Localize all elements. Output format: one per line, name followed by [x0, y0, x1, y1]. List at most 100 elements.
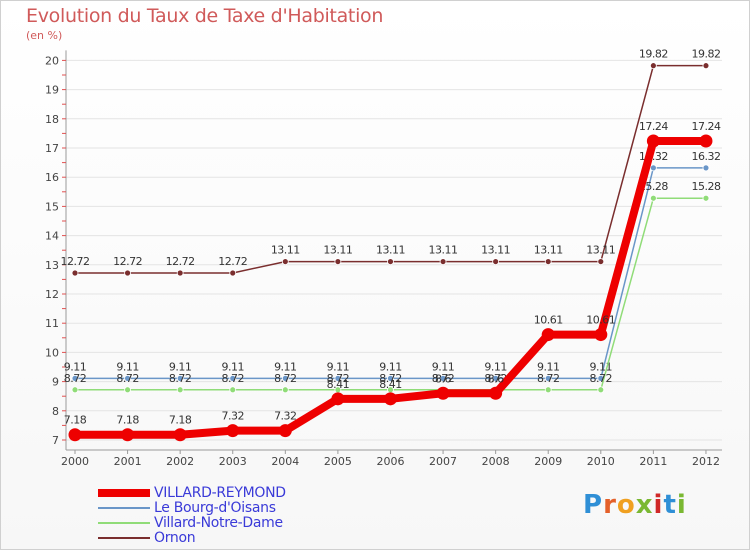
x-tick-label: 2001 [114, 455, 142, 468]
data-point-villard-reymond [541, 328, 555, 342]
data-label-le-bourg-d-oisans: 9.11 [379, 360, 402, 373]
data-label-villard-notre-dame: 8.72 [537, 372, 560, 385]
x-tick-label: 2010 [587, 455, 615, 468]
data-label-ornon: 13.11 [534, 244, 563, 257]
series-line-ornon [75, 64, 706, 274]
logo-letter: i [653, 490, 664, 520]
y-tick-label: 8 [52, 405, 59, 418]
legend-label: Villard-Notre-Dame [154, 515, 283, 531]
data-label-ornon: 12.72 [61, 255, 90, 268]
data-label-ornon: 12.72 [218, 255, 247, 268]
data-point-le-bourg-d-oisans [702, 164, 710, 172]
data-label-villard-reymond: 8.41 [327, 378, 350, 391]
data-label-villard-notre-dame: 8.72 [432, 372, 455, 385]
logo-letter: i [676, 490, 687, 520]
y-tick-label: 15 [45, 200, 59, 213]
y-tick-label: 10 [45, 346, 59, 359]
y-tick-label: 13 [45, 259, 59, 272]
data-label-le-bourg-d-oisans: 9.11 [274, 360, 297, 373]
legend-swatch [98, 507, 150, 509]
legend-swatch [98, 522, 150, 524]
legend-label: Le Bourg-d'Oisans [154, 500, 276, 516]
data-label-ornon: 19.82 [691, 48, 720, 61]
data-label-villard-reymond: 10.61 [534, 314, 563, 327]
data-label-le-bourg-d-oisans: 9.11 [432, 360, 455, 373]
x-tick-label: 2004 [271, 455, 299, 468]
data-label-villard-reymond: 8.41 [379, 378, 402, 391]
data-point-villard-reymond [331, 392, 345, 406]
data-point-villard-notre-dame [597, 386, 605, 394]
logo-letter: t [663, 490, 677, 520]
data-point-villard-reymond [173, 428, 187, 442]
data-point-ornon [544, 258, 552, 265]
data-label-villard-reymond: 10.61 [586, 314, 615, 327]
data-label-villard-notre-dame: 8.72 [169, 372, 192, 385]
data-point-ornon [387, 258, 394, 265]
logo-letter: o [616, 490, 636, 520]
data-label-villard-notre-dame: 8.72 [590, 372, 613, 385]
x-tick-label: 2007 [429, 455, 457, 468]
data-label-villard-reymond: 8.6 [435, 372, 451, 385]
chart-unit-label: (en %) [26, 29, 63, 42]
data-label-le-bourg-d-oisans: 9.11 [484, 360, 507, 373]
data-point-le-bourg-d-oisans [71, 374, 79, 382]
data-point-villard-notre-dame [281, 386, 289, 394]
data-point-villard-notre-dame [649, 194, 657, 202]
data-point-villard-reymond [226, 424, 240, 438]
data-label-villard-reymond: 7.32 [221, 410, 244, 423]
data-label-ornon: 19.82 [639, 48, 668, 61]
y-tick-label: 16 [45, 171, 59, 184]
data-label-villard-reymond: 7.32 [274, 410, 297, 423]
data-point-villard-notre-dame [71, 386, 79, 394]
data-label-le-bourg-d-oisans: 16.32 [691, 150, 720, 163]
data-point-villard-notre-dame [544, 386, 552, 394]
data-label-ornon: 13.11 [586, 244, 615, 257]
data-point-villard-reymond [646, 134, 660, 148]
data-point-ornon [649, 62, 657, 70]
data-point-villard-reymond [121, 428, 135, 442]
logo-letter: P [583, 490, 604, 520]
data-point-villard-reymond [489, 386, 503, 400]
data-label-villard-reymond: 7.18 [64, 414, 87, 427]
data-label-villard-notre-dame: 8.72 [379, 372, 402, 385]
data-label-villard-notre-dame: 15.28 [691, 180, 720, 193]
y-tick-label: 12 [45, 288, 59, 301]
data-point-ornon [71, 269, 79, 277]
data-point-villard-reymond [278, 424, 292, 438]
x-tick-label: 2008 [482, 455, 510, 468]
x-tick-label: 2002 [166, 455, 194, 468]
data-point-le-bourg-d-oisans [334, 374, 342, 382]
data-point-ornon [124, 269, 131, 277]
data-point-le-bourg-d-oisans [544, 374, 552, 382]
data-point-ornon [492, 258, 500, 265]
data-label-le-bourg-d-oisans: 9.11 [116, 360, 139, 373]
data-label-ornon: 12.72 [166, 255, 195, 268]
data-label-villard-notre-dame: 15.28 [639, 180, 668, 193]
legend-label: VILLARD-REYMOND [154, 485, 286, 501]
data-point-villard-reymond [436, 386, 450, 400]
data-label-villard-reymond: 17.24 [691, 120, 720, 133]
data-point-ornon [702, 62, 710, 70]
data-point-villard-reymond [594, 328, 608, 342]
x-tick-label: 2009 [534, 455, 562, 468]
data-label-le-bourg-d-oisans: 9.11 [537, 360, 560, 373]
legend-swatch [98, 537, 150, 539]
data-label-le-bourg-d-oisans: 9.11 [64, 360, 87, 373]
data-label-ornon: 13.11 [323, 244, 352, 257]
data-label-ornon: 13.11 [481, 244, 510, 257]
y-tick-label: 17 [45, 142, 59, 155]
x-tick-label: 2003 [219, 455, 247, 468]
data-label-villard-notre-dame: 8.72 [116, 372, 139, 385]
data-label-ornon: 13.11 [376, 244, 405, 257]
data-point-villard-reymond [383, 392, 397, 406]
data-point-le-bourg-d-oisans [124, 374, 131, 382]
data-point-le-bourg-d-oisans [649, 164, 657, 172]
data-label-ornon: 13.11 [271, 244, 300, 257]
data-label-le-bourg-d-oisans: 9.11 [327, 360, 350, 373]
data-label-le-bourg-d-oisans: 9.11 [221, 360, 244, 373]
data-label-villard-reymond: 7.18 [116, 414, 139, 427]
data-label-ornon: 13.11 [429, 244, 458, 257]
data-point-le-bourg-d-oisans [281, 374, 289, 382]
legend-label: Ornon [154, 530, 196, 546]
